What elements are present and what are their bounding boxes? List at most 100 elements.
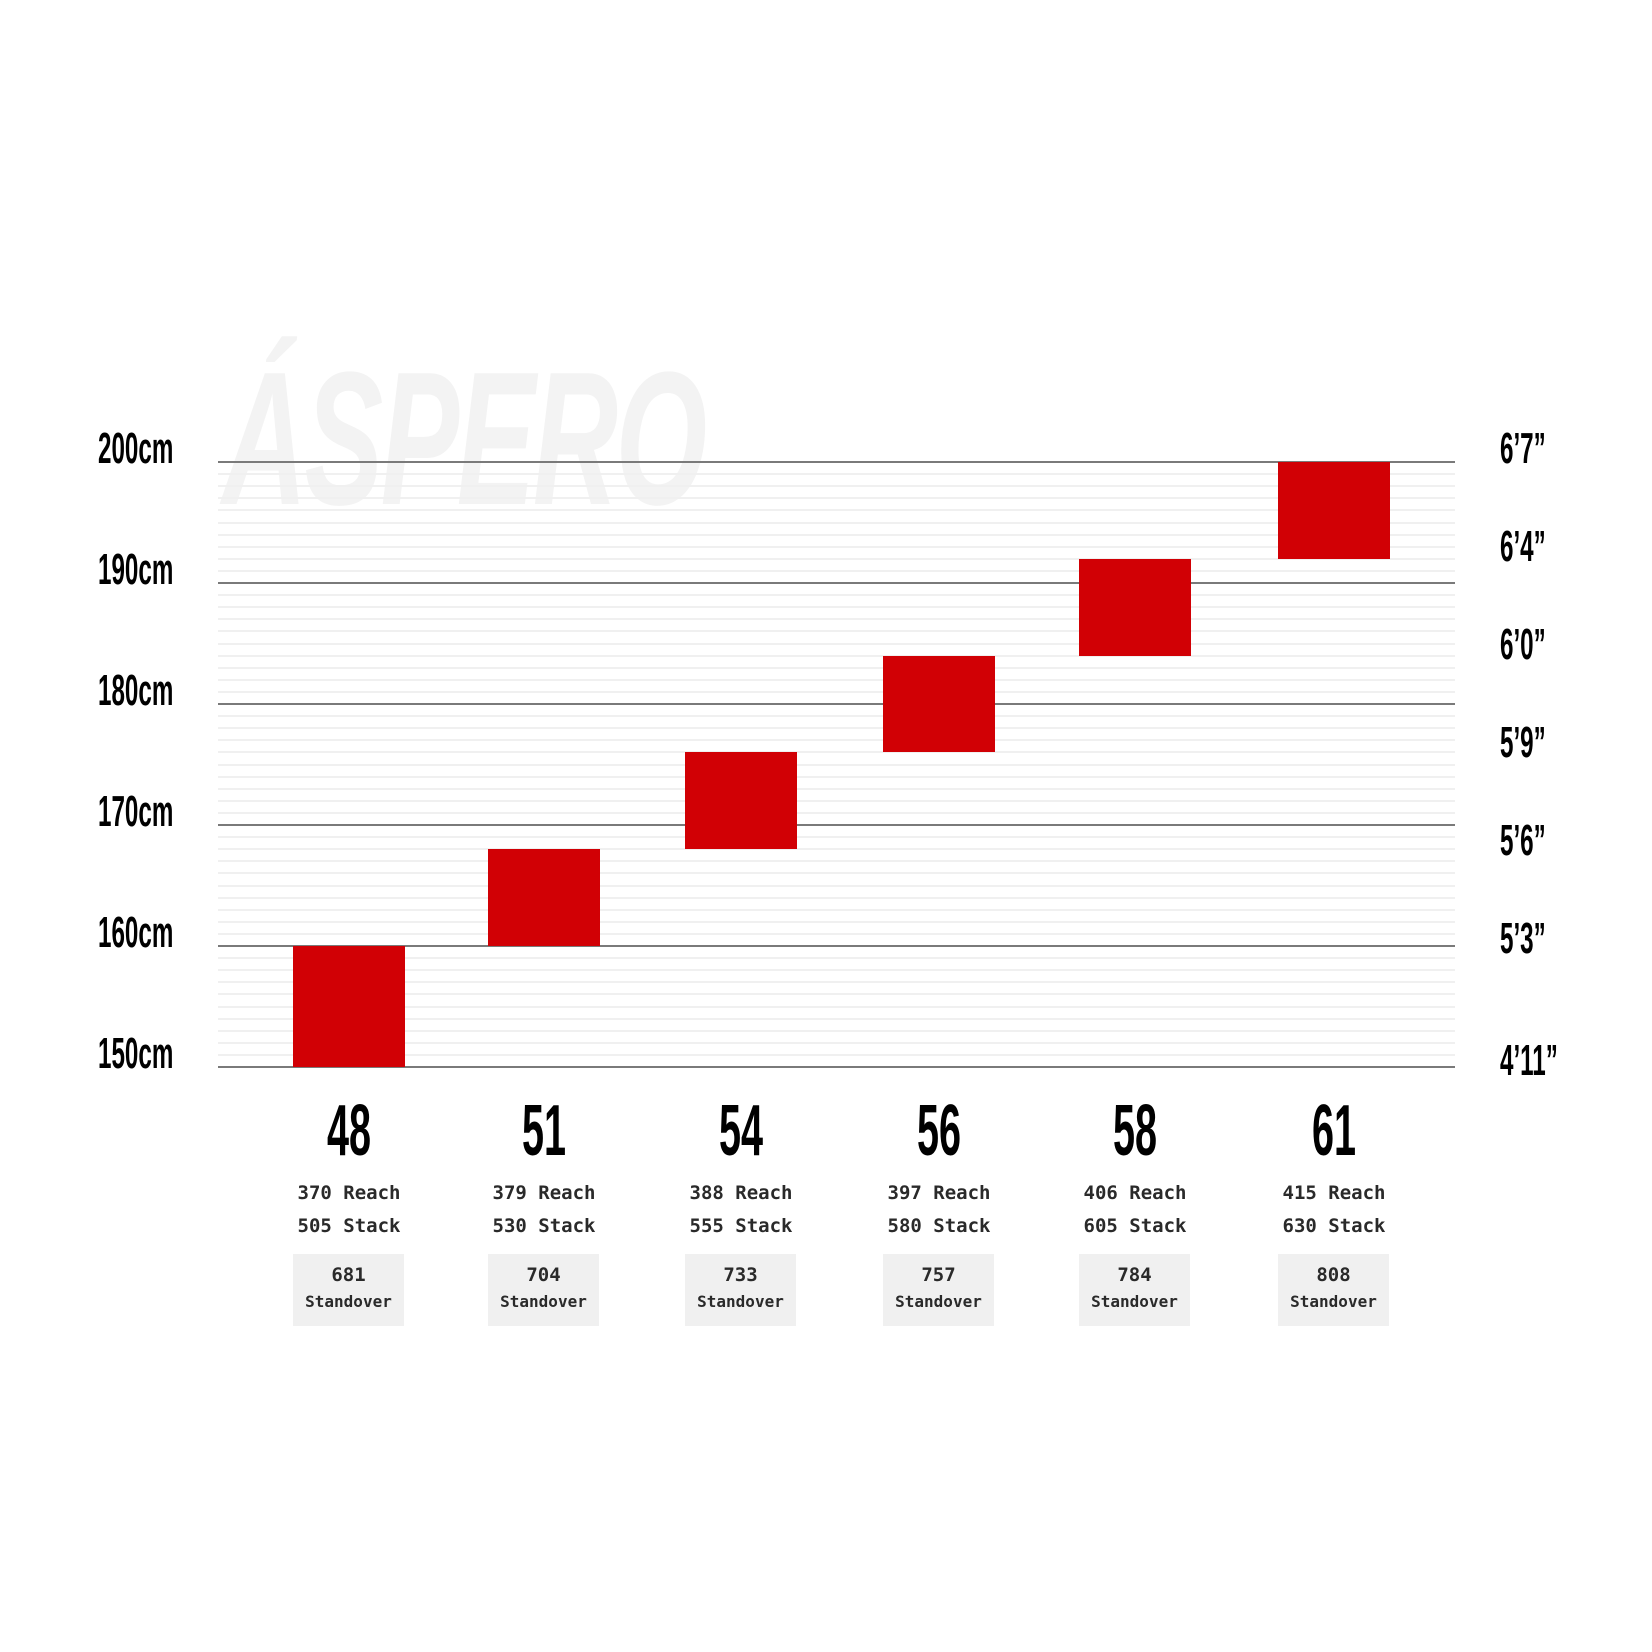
- frame-size-label: 54: [718, 1091, 764, 1171]
- minor-gridline: [218, 811, 1455, 814]
- y-tick-left: 200cm: [98, 424, 174, 473]
- minor-gridline: [218, 799, 1455, 802]
- stack-value: 505 Stack: [297, 1215, 401, 1237]
- standover-value: 704: [526, 1264, 561, 1286]
- minor-gridline: [218, 690, 1455, 693]
- minor-gridline: [218, 473, 1455, 476]
- minor-gridline: [218, 908, 1455, 911]
- size-range-bar: [293, 946, 405, 1067]
- standover-label: Standover: [1091, 1292, 1178, 1311]
- major-gridline: [218, 1066, 1455, 1068]
- standover-label: Standover: [1290, 1292, 1377, 1311]
- minor-gridline: [218, 569, 1455, 572]
- minor-gridline: [218, 497, 1455, 500]
- major-gridline: [218, 945, 1455, 947]
- y-tick-right: 5’6”: [1500, 816, 1546, 865]
- minor-gridline: [218, 509, 1455, 512]
- y-tick-left: 180cm: [98, 666, 174, 715]
- aspero-watermark: ÁSPERO: [222, 333, 707, 545]
- minor-gridline: [218, 993, 1455, 996]
- major-gridline: [218, 582, 1455, 584]
- frame-size-label: 48: [326, 1091, 372, 1171]
- minor-gridline: [218, 1041, 1455, 1044]
- minor-gridline: [218, 836, 1455, 839]
- minor-gridline: [218, 642, 1455, 645]
- y-tick-right: 6’4”: [1500, 522, 1546, 571]
- standover-label: Standover: [305, 1292, 392, 1311]
- minor-gridline: [218, 678, 1455, 681]
- standover-box: 757 Standover: [883, 1254, 994, 1326]
- frame-size-label: 61: [1311, 1091, 1357, 1171]
- y-tick-right: 6’0”: [1500, 620, 1546, 669]
- minor-gridline: [218, 1005, 1455, 1008]
- minor-gridline: [218, 981, 1455, 984]
- minor-gridline: [218, 872, 1455, 875]
- minor-gridline: [218, 654, 1455, 657]
- size-range-bar: [1079, 558, 1191, 656]
- size-range-bar: [685, 752, 797, 850]
- minor-gridline: [218, 618, 1455, 621]
- standover-label: Standover: [697, 1292, 784, 1311]
- frame-size-label: 58: [1112, 1091, 1158, 1171]
- major-gridline: [218, 703, 1455, 705]
- size-range-bar: [1278, 462, 1390, 559]
- minor-gridline: [218, 896, 1455, 899]
- minor-gridline: [218, 533, 1455, 536]
- stack-value: 605 Stack: [1083, 1215, 1187, 1237]
- size-range-bar: [488, 849, 600, 946]
- y-tick-left: 160cm: [98, 908, 174, 957]
- minor-gridline: [218, 775, 1455, 778]
- standover-label: Standover: [500, 1292, 587, 1311]
- reach-value: 388 Reach: [689, 1182, 793, 1204]
- y-tick-left: 170cm: [98, 787, 174, 836]
- minor-gridline: [218, 545, 1455, 548]
- minor-gridline: [218, 884, 1455, 887]
- minor-gridline: [218, 606, 1455, 609]
- standover-box: 681 Standover: [293, 1254, 404, 1326]
- minor-gridline: [218, 739, 1455, 742]
- y-tick-right: 5’3”: [1500, 914, 1546, 963]
- minor-gridline: [218, 763, 1455, 766]
- minor-gridline: [218, 751, 1455, 754]
- reach-value: 415 Reach: [1282, 1182, 1386, 1204]
- y-tick-right: 5’9”: [1500, 718, 1546, 767]
- reach-value: 406 Reach: [1083, 1182, 1187, 1204]
- minor-gridline: [218, 630, 1455, 633]
- y-tick-left: 190cm: [98, 545, 174, 594]
- minor-gridline: [218, 1053, 1455, 1056]
- reach-value: 379 Reach: [492, 1182, 596, 1204]
- minor-gridline: [218, 485, 1455, 488]
- standover-value: 733: [723, 1264, 758, 1286]
- minor-gridline: [218, 848, 1455, 851]
- standover-value: 757: [921, 1264, 956, 1286]
- minor-gridline: [218, 715, 1455, 718]
- standover-box: 784 Standover: [1079, 1254, 1190, 1326]
- y-tick-left: 150cm: [98, 1029, 174, 1078]
- size-range-bar: [883, 655, 995, 753]
- minor-gridline: [218, 594, 1455, 597]
- stack-value: 630 Stack: [1282, 1215, 1386, 1237]
- stack-value: 555 Stack: [689, 1215, 793, 1237]
- minor-gridline: [218, 1017, 1455, 1020]
- y-tick-right: 6’7”: [1500, 424, 1546, 473]
- minor-gridline: [218, 787, 1455, 790]
- minor-gridline: [218, 727, 1455, 730]
- reach-value: 397 Reach: [887, 1182, 991, 1204]
- minor-gridline: [218, 521, 1455, 524]
- frame-size-label: 51: [521, 1091, 567, 1171]
- minor-gridline: [218, 860, 1455, 863]
- standover-box: 808 Standover: [1278, 1254, 1389, 1326]
- standover-box: 733 Standover: [685, 1254, 796, 1326]
- minor-gridline: [218, 666, 1455, 669]
- standover-value: 808: [1316, 1264, 1351, 1286]
- stack-value: 580 Stack: [887, 1215, 991, 1237]
- minor-gridline: [218, 557, 1455, 560]
- reach-value: 370 Reach: [297, 1182, 401, 1204]
- standover-value: 784: [1117, 1264, 1152, 1286]
- minor-gridline: [218, 920, 1455, 923]
- minor-gridline: [218, 1029, 1455, 1032]
- minor-gridline: [218, 969, 1455, 972]
- major-gridline: [218, 461, 1455, 463]
- minor-gridline: [218, 932, 1455, 935]
- standover-value: 681: [331, 1264, 366, 1286]
